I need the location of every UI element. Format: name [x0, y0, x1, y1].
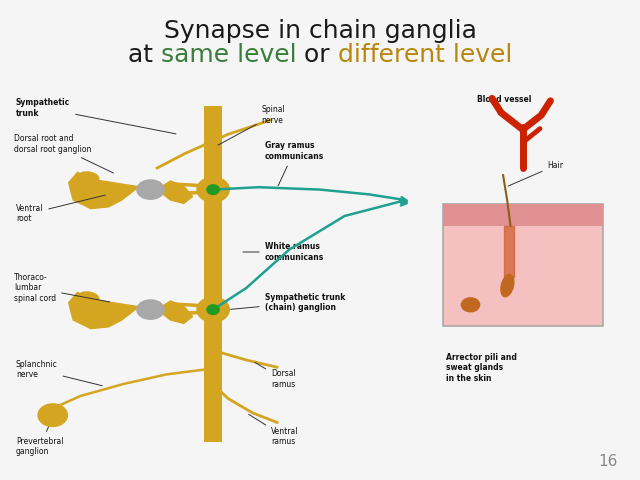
Text: 16: 16 [598, 455, 618, 469]
Bar [205, 106, 221, 442]
Text: Sympathetic trunk
(chain) ganglion: Sympathetic trunk (chain) ganglion [230, 293, 345, 312]
Text: Sympathetic
trunk: Sympathetic trunk [16, 98, 176, 134]
Polygon shape [68, 292, 157, 329]
Ellipse shape [500, 274, 515, 298]
Text: Gray ramus
communicans: Gray ramus communicans [265, 142, 324, 186]
Text: Ventral
root: Ventral root [16, 195, 106, 223]
Text: Thoraco-
lumbar
spinal cord: Thoraco- lumbar spinal cord [14, 273, 109, 303]
Bar [443, 204, 603, 326]
Polygon shape [504, 226, 513, 277]
Polygon shape [157, 181, 193, 204]
Text: at: at [128, 43, 161, 67]
Ellipse shape [196, 296, 230, 323]
Text: Splanchnic
nerve: Splanchnic nerve [16, 360, 102, 386]
Circle shape [37, 403, 68, 427]
Bar [443, 204, 603, 226]
Polygon shape [157, 301, 193, 324]
Polygon shape [68, 172, 157, 209]
Circle shape [207, 305, 220, 314]
Text: Arrector pili and
sweat glands
in the skin: Arrector pili and sweat glands in the sk… [446, 353, 517, 383]
Text: Hair: Hair [508, 161, 563, 186]
Text: Synapse in chain ganglia: Synapse in chain ganglia [164, 19, 476, 43]
Text: different level: different level [338, 43, 512, 67]
Text: Dorsal root and
dorsal root ganglion: Dorsal root and dorsal root ganglion [14, 134, 113, 173]
Text: Blood vessel: Blood vessel [477, 96, 531, 104]
Ellipse shape [196, 177, 230, 203]
Text: White ramus
communicans: White ramus communicans [243, 242, 324, 262]
Ellipse shape [136, 299, 165, 320]
Circle shape [207, 185, 220, 194]
Text: Prevertebral
ganglion: Prevertebral ganglion [16, 420, 63, 456]
Text: Ventral
ramus: Ventral ramus [248, 414, 298, 446]
Ellipse shape [77, 291, 99, 304]
Text: Spinal
nerve: Spinal nerve [218, 106, 285, 145]
Text: or: or [296, 43, 338, 67]
Ellipse shape [77, 171, 99, 184]
Circle shape [461, 297, 481, 312]
Text: Dorsal
ramus: Dorsal ramus [255, 362, 296, 389]
Ellipse shape [136, 179, 165, 200]
Text: same level: same level [161, 43, 296, 67]
